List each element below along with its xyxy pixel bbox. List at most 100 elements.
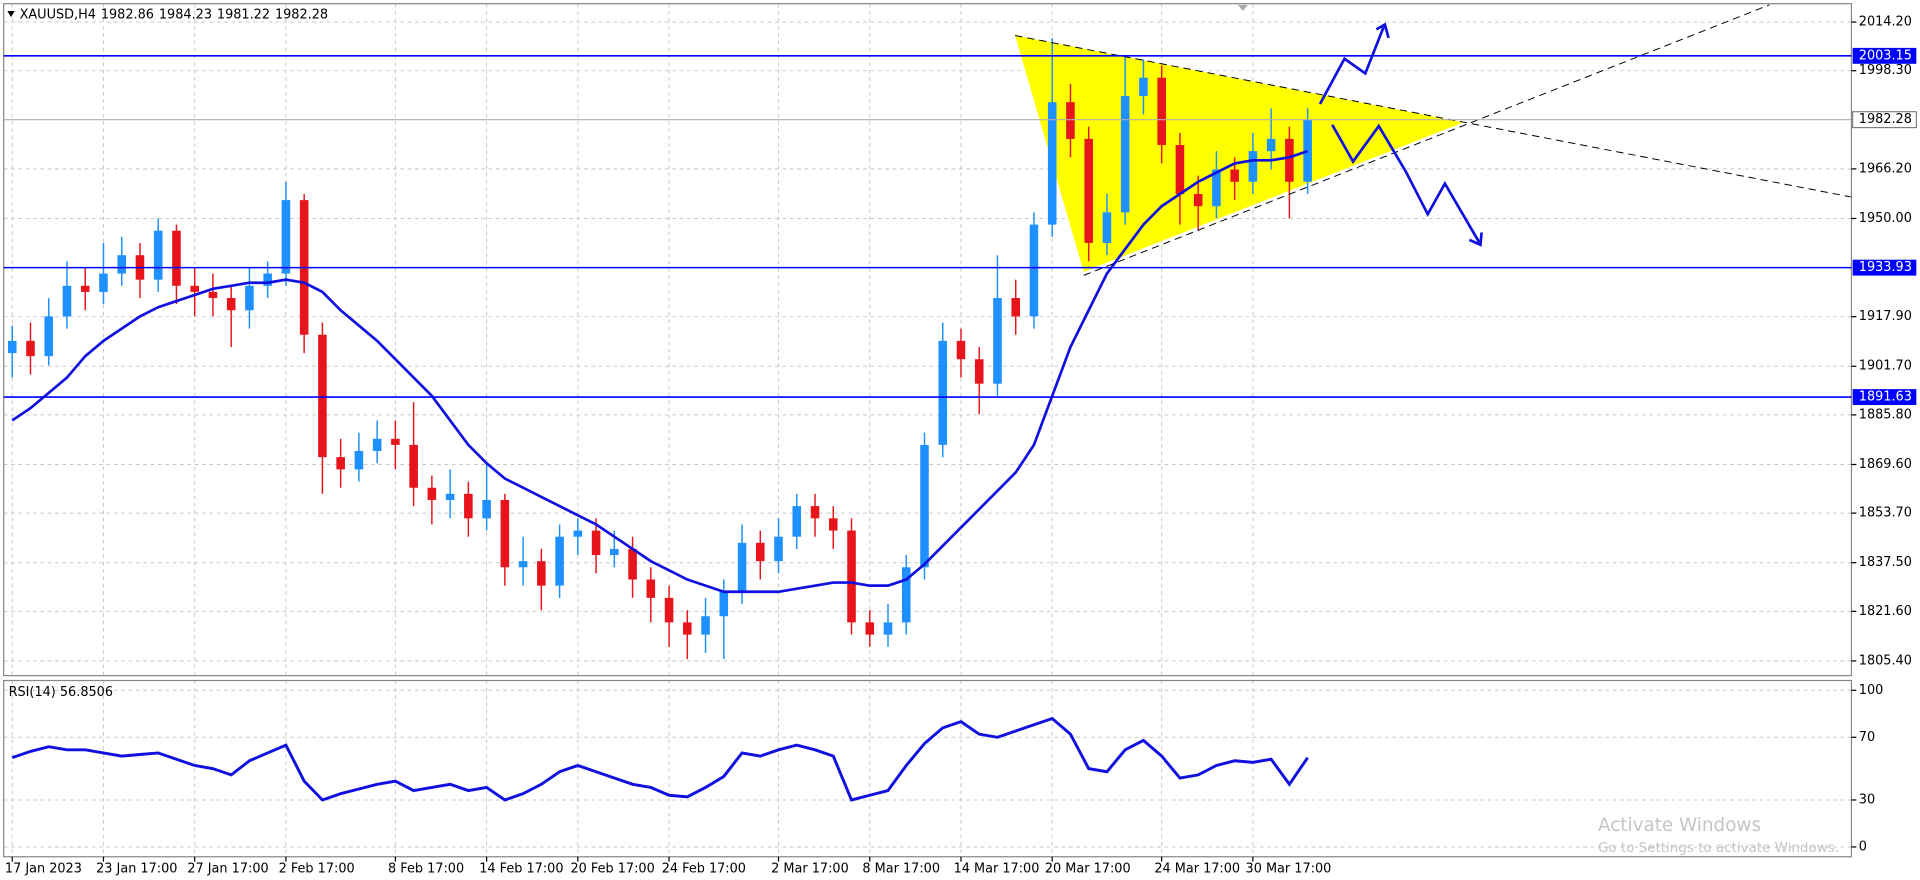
moving-average bbox=[11, 149, 1309, 594]
y-tick-label: 1805.40 bbox=[1859, 653, 1912, 668]
candle-body bbox=[555, 536, 564, 586]
x-tick-label: 14 Feb 17:00 bbox=[479, 861, 563, 876]
x-tick-label: 2 Mar 17:00 bbox=[771, 861, 849, 876]
candle-body bbox=[883, 622, 893, 635]
x-tick-label: 20 Mar 17:00 bbox=[1045, 861, 1131, 876]
candle-body bbox=[974, 359, 984, 384]
x-tick-label: 24 Mar 17:00 bbox=[1154, 861, 1240, 876]
candle-body bbox=[591, 530, 601, 556]
x-tick-label: 2 Feb 17:00 bbox=[279, 861, 355, 876]
candle-body bbox=[1029, 224, 1039, 317]
candle-body bbox=[445, 493, 455, 500]
candle-body bbox=[336, 457, 345, 470]
candle-body bbox=[573, 530, 583, 537]
arrow bbox=[1318, 26, 1385, 105]
candle-body bbox=[281, 200, 291, 274]
arrow bbox=[1331, 123, 1481, 244]
candle-body bbox=[792, 506, 802, 537]
candle-body bbox=[664, 597, 674, 623]
level-label: 2003.15 bbox=[1859, 48, 1912, 63]
y-tick-label: 30 bbox=[1859, 792, 1875, 807]
candle-body bbox=[1047, 102, 1057, 225]
last-price-label: 1982.28 bbox=[1859, 112, 1912, 127]
candle-body bbox=[464, 493, 473, 519]
x-tick-label: 23 Jan 17:00 bbox=[96, 861, 177, 876]
candle-body bbox=[518, 561, 528, 568]
y-tick-label: 2014.20 bbox=[1859, 15, 1912, 30]
y-tick-label: 0 bbox=[1859, 839, 1867, 854]
candle-body bbox=[190, 285, 199, 292]
candle-body bbox=[1066, 102, 1075, 139]
candle-body bbox=[920, 444, 929, 568]
candle-body bbox=[427, 487, 437, 500]
candle-body bbox=[1248, 151, 1258, 182]
candle-body bbox=[62, 285, 72, 317]
candle-body bbox=[610, 548, 619, 556]
y-tick-label: 1837.50 bbox=[1859, 555, 1912, 570]
candle-body bbox=[26, 340, 35, 357]
candle-body bbox=[1266, 138, 1276, 152]
candle-body bbox=[99, 273, 108, 292]
y-tick-label: 1853.70 bbox=[1859, 506, 1912, 521]
y-tick-label: 1901.70 bbox=[1859, 359, 1912, 374]
watermark-subtitle: Go to Settings to activate Windows. bbox=[1598, 841, 1839, 856]
last-price-box bbox=[1852, 111, 1917, 129]
candle-body bbox=[938, 340, 948, 445]
candle-body bbox=[80, 285, 90, 292]
candle-body bbox=[44, 316, 54, 357]
candle-body bbox=[701, 616, 710, 635]
candle-body bbox=[847, 530, 856, 623]
candle-body bbox=[719, 591, 729, 617]
candle-body bbox=[628, 548, 637, 580]
rsi-line bbox=[11, 716, 1309, 802]
candle-body bbox=[1212, 169, 1221, 207]
y-tick-label: 1917.90 bbox=[1859, 309, 1912, 324]
candle-body bbox=[865, 622, 875, 635]
candle-body bbox=[1139, 77, 1148, 97]
candle-body bbox=[153, 230, 163, 280]
candle-body bbox=[7, 340, 17, 354]
trendline bbox=[1015, 35, 1852, 198]
level-label-box bbox=[1852, 47, 1917, 64]
candle-body bbox=[901, 567, 911, 623]
y-tick-label: 1869.60 bbox=[1859, 457, 1912, 472]
candle-body bbox=[683, 622, 692, 635]
rsi-pane bbox=[3, 679, 1853, 858]
candle-body bbox=[1193, 193, 1203, 207]
x-tick-label: 20 Feb 17:00 bbox=[570, 861, 654, 876]
header-value: 1984.23 bbox=[159, 7, 212, 22]
main-pane bbox=[3, 3, 1853, 677]
y-tick-label: 1885.80 bbox=[1859, 407, 1912, 422]
y-tick-label: 70 bbox=[1859, 730, 1875, 745]
x-tick-label: 24 Feb 17:00 bbox=[662, 861, 746, 876]
level-label: 1933.93 bbox=[1859, 260, 1912, 275]
candle-body bbox=[208, 291, 218, 299]
candle-body bbox=[828, 518, 838, 531]
x-tick-label: 8 Feb 17:00 bbox=[388, 861, 464, 876]
arrowhead bbox=[1375, 22, 1390, 39]
candle-body bbox=[774, 536, 783, 562]
candle-body bbox=[810, 506, 820, 519]
candle-body bbox=[172, 230, 181, 286]
candle-body bbox=[354, 451, 364, 470]
x-tick-label: 27 Jan 17:00 bbox=[187, 861, 268, 876]
candle-body bbox=[1102, 212, 1112, 243]
candle-body bbox=[318, 334, 327, 458]
x-tick-label: 17 Jan 2023 bbox=[5, 861, 82, 876]
candle-body bbox=[1230, 169, 1239, 182]
candle-body bbox=[1120, 96, 1130, 213]
y-tick-label: 1821.60 bbox=[1859, 604, 1912, 619]
x-tick-label: 8 Mar 17:00 bbox=[862, 861, 940, 876]
level-label-box bbox=[1852, 259, 1917, 276]
header-value: 1982.86 bbox=[101, 7, 154, 22]
menu-marker bbox=[7, 11, 15, 18]
candle-body bbox=[956, 340, 966, 360]
candle-body bbox=[226, 298, 236, 311]
header-value: 1982.28 bbox=[275, 7, 328, 22]
candle-body bbox=[737, 542, 747, 592]
candle-body bbox=[263, 273, 272, 286]
triangle-pattern bbox=[1015, 35, 1464, 272]
candle-body bbox=[500, 499, 510, 568]
candle-body bbox=[1157, 77, 1166, 146]
